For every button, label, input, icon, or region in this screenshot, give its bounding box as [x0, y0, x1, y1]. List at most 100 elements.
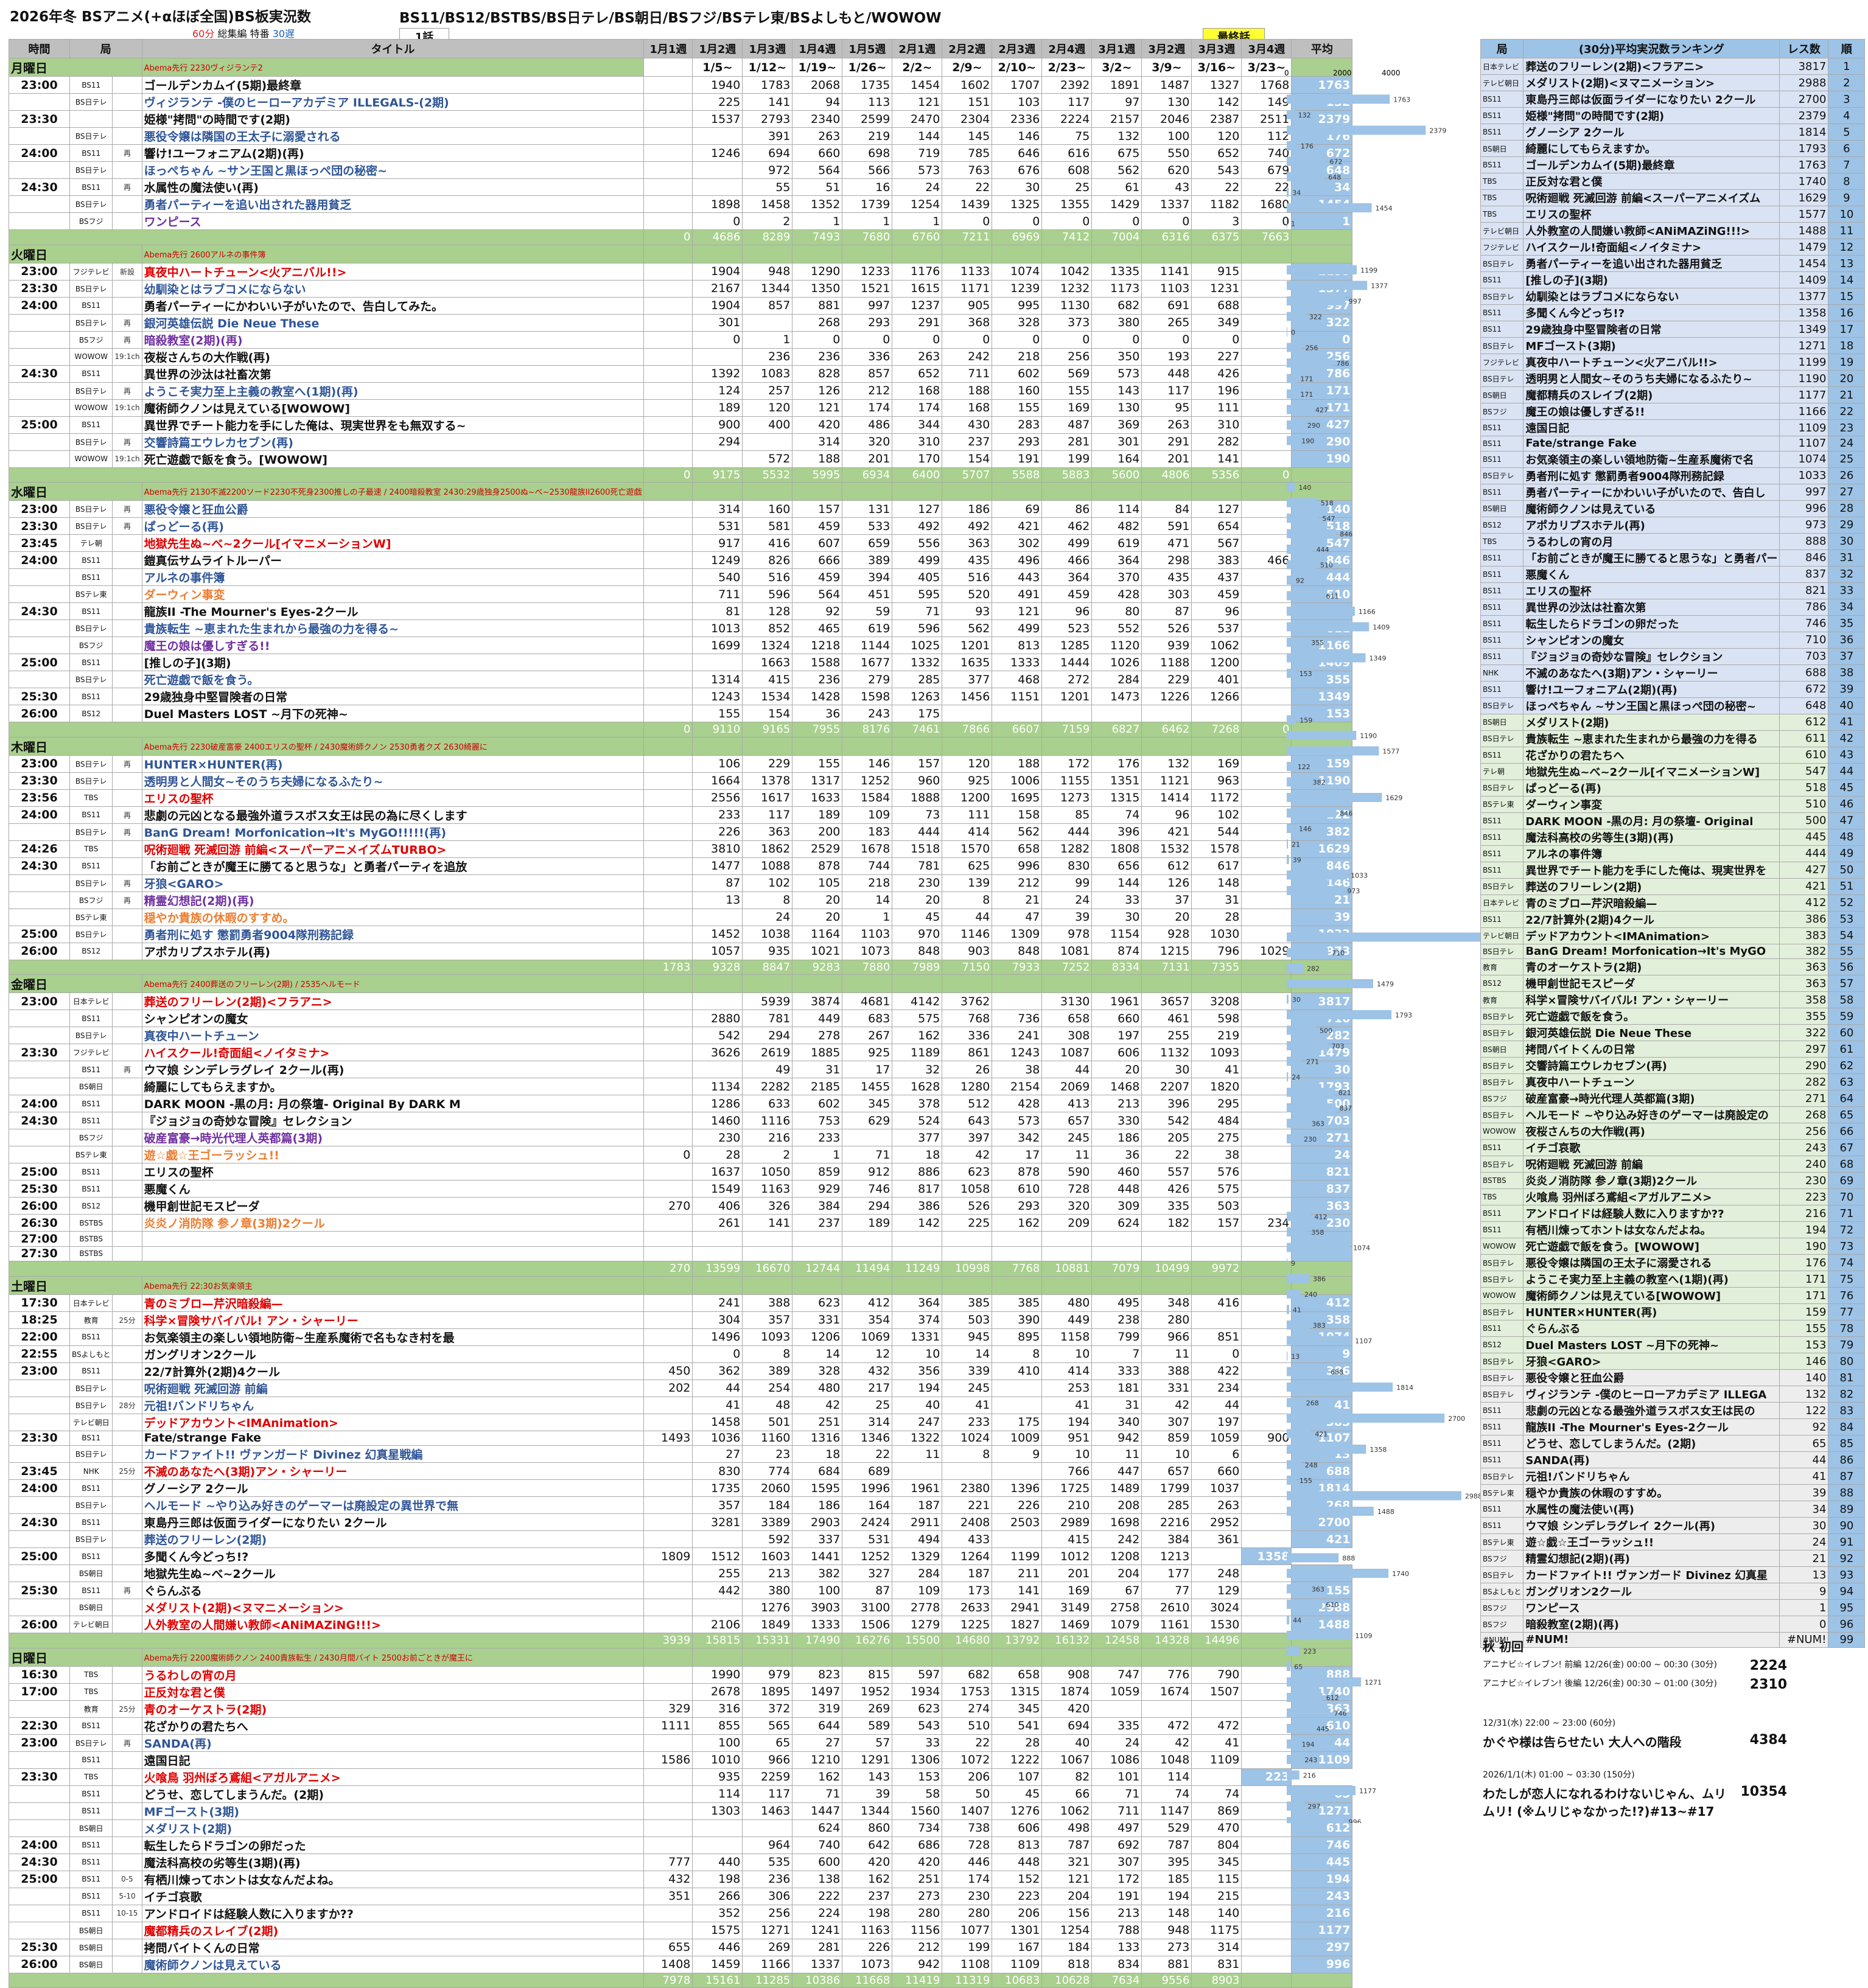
day-blank	[643, 1275, 693, 1295]
station-name: BS朝日	[69, 1921, 113, 1939]
week-count: 541	[992, 1717, 1043, 1735]
program-row: 26:30 BSTBS 炎炎ノ消防隊 参ノ章(3期)2クール 261 141 237 189…	[9, 1214, 1353, 1232]
program-row: BS日テレ再牙狼<GARO> 87 102 105 218 230 139 212 99 144 1…	[9, 874, 1353, 892]
average-count: 1349	[1291, 688, 1353, 705]
program-row: WOWOW 19:1ch 夜桜さんちの大作戦(再) 236 236 336 263 242 21…	[9, 347, 1353, 366]
program-title: 夜桜さんちの大作戦(再)	[141, 347, 645, 366]
program-title: 交響詩篇エウレカセブン(再)	[141, 433, 645, 451]
average-bar-label: 240	[1304, 1291, 1317, 1299]
col-station: 局	[69, 39, 142, 58]
program-title: うるわしの宵の月	[141, 1665, 645, 1684]
week-count: 44	[942, 908, 993, 926]
program-row: BSフジ再暗殺教室(2期)(再) 0 1 0 0 0 0 0 0 0 0 0 0	[9, 330, 1353, 349]
week-count	[692, 1246, 743, 1261]
station-name: BS朝日	[69, 1599, 113, 1616]
time-slot: 25:30	[9, 1582, 70, 1599]
time-slot	[9, 1129, 70, 1146]
week-count: 874	[1091, 942, 1142, 960]
week-count: 1735	[692, 1479, 743, 1497]
ranking-title: ぐらんぶる	[1523, 1320, 1780, 1337]
program-row: 27:00 BSTBS	[9, 1231, 1353, 1247]
weekly-total: 7131	[1141, 959, 1192, 975]
weekly-total: 10499	[1141, 1261, 1192, 1277]
day-blank	[792, 1275, 843, 1295]
week-count: 1030	[1191, 925, 1242, 943]
slot-note	[112, 416, 142, 434]
average-bar-label: 672	[1330, 158, 1343, 166]
week-count: 533	[842, 517, 893, 535]
week-count: 117	[742, 806, 793, 824]
week-count: 194	[1141, 1887, 1192, 1905]
station-name: BS11	[69, 296, 113, 315]
week-count: 143	[842, 1768, 893, 1786]
week-count: 1407	[942, 1802, 993, 1820]
ranking-title: 呪術廻戦 死滅回游 前編	[1523, 1156, 1780, 1173]
week-count: 1799	[1141, 1479, 1192, 1497]
week-count: 1753	[942, 1683, 993, 1701]
program-row: BSテレ東 遊☆戯☆王ゴーラッシュ!! 0 28 2 1 71 18 42 17 11 36 22 38 2…	[9, 1146, 1353, 1163]
ranking-position: 79	[1828, 1336, 1866, 1353]
week-count	[992, 1231, 1043, 1247]
program-row: 教育 25分 青のオーケストラ(2期) 329 316 372 319 269 623 274 34…	[9, 1700, 1353, 1718]
ranking-position: 6	[1828, 140, 1866, 157]
week-count: 314	[792, 433, 843, 451]
total-label	[8, 229, 645, 245]
ranking-title: エリスの聖杯	[1523, 582, 1780, 599]
week-count: 189	[692, 399, 743, 417]
week-count: 331	[792, 1311, 843, 1329]
week-count: 996	[992, 857, 1043, 875]
week-count: 1291	[842, 1751, 893, 1769]
ranking-title: MFゴースト(3期)	[1523, 337, 1780, 354]
ranking-position: 96	[1828, 1616, 1866, 1633]
week-count	[1241, 1379, 1292, 1397]
sheet-title: 2026年冬 BSアニメ(+αほぼ全国)BS板実況数	[10, 9, 311, 25]
week-count: 1036	[692, 1430, 743, 1446]
time-slot: 18:25	[9, 1311, 70, 1329]
week-count: 652	[1191, 144, 1242, 162]
program-row: 24:00 BS11 再響け!ユーフォニアム(2期)(再) 1246 694 660 698…	[9, 144, 1353, 162]
week-count: 117	[1041, 93, 1093, 111]
week-count: 226	[692, 823, 743, 841]
weekly-total: 7268	[1191, 722, 1242, 738]
week-count: 768	[942, 1010, 993, 1027]
slot-note	[112, 279, 142, 298]
ranking-position: 18	[1828, 337, 1866, 354]
program-title: デッドアカウント<IMAnimation>	[141, 1413, 645, 1431]
ranking-position: 35	[1828, 615, 1866, 632]
week-count: 1073	[842, 942, 893, 960]
week-count	[1241, 1413, 1292, 1431]
week-count	[1241, 671, 1292, 688]
day-name: 火曜日	[9, 244, 142, 263]
week-count: 170	[892, 450, 943, 468]
week-count: 461	[1141, 1010, 1192, 1027]
week-count: 466	[1241, 551, 1292, 569]
ranking-row: BS11 悲劇の元凶となる最強外道ラスボス女王は民の 122 83	[1480, 1402, 1866, 1419]
week-count: 1961	[892, 1479, 943, 1497]
week-count: 492	[892, 517, 943, 535]
week-count: 437	[1191, 568, 1242, 586]
week-count: 2470	[892, 110, 943, 128]
ranking-station: BS日テレ	[1480, 1156, 1524, 1173]
week-count	[1241, 433, 1292, 451]
weekly-total-row: 7978 15161 11285 10386 11668 11419 11319 10683 1…	[8, 1972, 1353, 1988]
weekly-total: 7634	[1091, 1972, 1142, 1988]
week-count: 291	[892, 313, 943, 332]
ranking-row: BSフジ 精霊幻想記(2期)(再) 21 92	[1480, 1550, 1866, 1567]
slot-note	[112, 1078, 142, 1095]
week-count: 1276	[992, 1802, 1043, 1820]
week-count: 1	[792, 1146, 843, 1163]
time-slot	[9, 127, 70, 145]
ranking-station: BS12	[1480, 516, 1524, 534]
ranking-row: BS朝日 魔都精兵のスレイブ(2期) 1177 21	[1480, 386, 1866, 403]
ranking-station: BS日テレ	[1480, 1353, 1524, 1370]
ranking-row: BS11 SANDA(再) 44 86	[1480, 1451, 1866, 1468]
time-slot: 25:30	[9, 1938, 70, 1956]
station-name: BS11	[69, 857, 113, 875]
program-title: BanG Dream! Morfonication→It's MyGO!!!!!…	[141, 823, 645, 841]
ranking-position: 48	[1828, 828, 1866, 846]
ranking-position: 3	[1828, 91, 1866, 108]
week-count	[1241, 1163, 1292, 1181]
bar-axis-tick: 2000	[1333, 69, 1352, 77]
week-count	[1241, 654, 1292, 671]
average-bar	[1287, 1134, 1301, 1143]
